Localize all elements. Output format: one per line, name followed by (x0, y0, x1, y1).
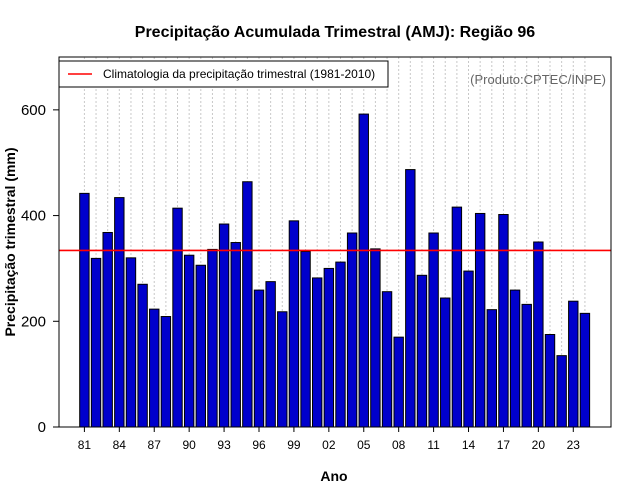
bar-01 (312, 277, 323, 428)
x-tick-label: 17 (497, 438, 511, 452)
bar-19 (521, 303, 532, 428)
y-tick-label: 0 (38, 419, 46, 436)
x-tick-label: 23 (567, 438, 581, 452)
product-credit: (Produto:CPTEC/INPE) (470, 72, 606, 87)
bar-93 (218, 223, 230, 428)
bar-81 (79, 192, 90, 428)
bar-23 (568, 300, 579, 428)
x-tick-label: 81 (78, 438, 92, 452)
x-tick-label: 93 (217, 438, 231, 452)
y-tick-label: 400 (21, 208, 46, 225)
bar-15 (474, 212, 486, 428)
bar-09 (405, 169, 416, 428)
bar-00 (300, 251, 311, 428)
bar-06 (370, 248, 381, 428)
bar-12 (440, 297, 451, 428)
bar-94 (230, 242, 241, 428)
bars-group (79, 113, 591, 428)
x-tick-label: 99 (287, 438, 301, 452)
x-tick-label: 20 (532, 438, 546, 452)
bar-14 (463, 270, 474, 428)
legend-label: Climatologia da precipitação trimestral … (103, 67, 375, 81)
bar-11 (428, 232, 439, 428)
bar-16 (486, 309, 498, 428)
bar-10 (416, 274, 428, 428)
bar-20 (533, 241, 544, 428)
y-tick-label: 600 (21, 102, 46, 119)
bar-99 (288, 220, 300, 428)
bar-05 (358, 113, 369, 428)
bar-88 (160, 316, 172, 428)
bar-82 (90, 257, 102, 428)
x-tick-label: 11 (427, 438, 440, 452)
y-axis: 0 200 400 600 (21, 102, 59, 436)
plot-frame (58, 56, 612, 428)
y-axis-label: Precipitação trimestral (mm) (2, 147, 18, 336)
x-tick-label: 02 (322, 438, 336, 452)
grid-lines (83, 57, 586, 427)
bar-96 (253, 289, 265, 428)
bar-18 (509, 289, 521, 428)
bar-21 (544, 334, 556, 428)
bar-85 (125, 257, 137, 428)
x-tick-label: 08 (392, 438, 406, 452)
x-axis-label: Ano (320, 468, 347, 484)
x-tick-label: 14 (462, 438, 476, 452)
legend: Climatologia da precipitação trimestral … (58, 60, 389, 88)
bar-91 (195, 264, 207, 428)
bar-13 (451, 206, 463, 428)
bar-97 (265, 281, 276, 428)
bar-95 (242, 181, 253, 428)
x-tick-label: 90 (182, 438, 196, 452)
bar-83 (102, 231, 113, 428)
bar-86 (137, 283, 148, 428)
x-tick-label: 87 (148, 438, 162, 452)
bar-17 (498, 214, 509, 428)
bar-02 (323, 267, 335, 428)
bar-22 (556, 355, 567, 428)
bar-98 (277, 311, 288, 428)
bar-87 (149, 308, 160, 428)
bar-90 (183, 254, 195, 428)
chart-title: Precipitação Acumulada Trimestral (AMJ):… (135, 24, 536, 41)
x-tick-label: 84 (113, 438, 127, 452)
bar-04 (346, 232, 358, 428)
x-tick-label: 05 (357, 438, 371, 452)
y-tick-label: 200 (21, 313, 46, 330)
bar-03 (335, 261, 346, 428)
bar-08 (393, 336, 404, 428)
bar-24 (579, 312, 591, 428)
bar-92 (207, 248, 218, 428)
bar-84 (114, 197, 125, 428)
legend-box (58, 60, 389, 88)
x-tick-label: 96 (252, 438, 266, 452)
x-axis: 81 84 87 90 93 96 99 02 05 08 11 14 17 20 23 (78, 427, 581, 452)
bar-07 (381, 291, 393, 428)
bar-89 (172, 207, 183, 428)
